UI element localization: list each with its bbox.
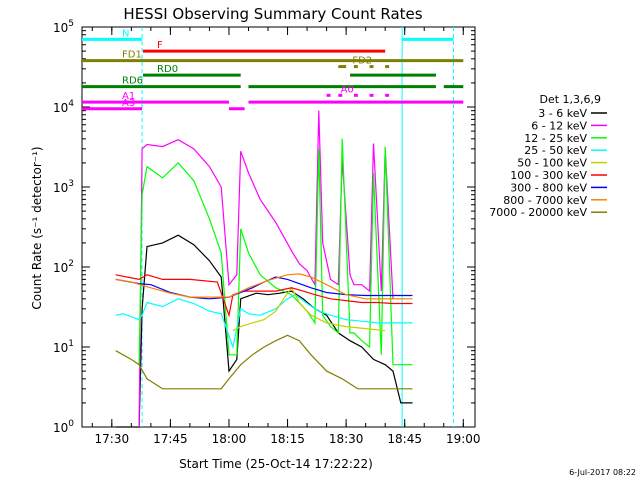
x-tick-label: 18:15: [270, 432, 305, 446]
x-tick-label: 17:30: [95, 432, 130, 446]
flag-bar-label: N: [122, 28, 129, 39]
flag-bar-label: FD2: [352, 56, 372, 67]
series-line: [115, 234, 413, 428]
y-tick-label: 105: [53, 19, 74, 35]
x-tick-label: 18:30: [329, 432, 364, 446]
legend-entry-label: 7000 - 20000 keV: [489, 206, 587, 219]
legend-entry-label: 25 - 50 keV: [524, 144, 587, 157]
y-tick-label: 102: [53, 259, 74, 275]
series-line: [115, 293, 413, 350]
legend-entry-label: 50 - 100 keV: [517, 157, 587, 170]
plot-elements: 17:30 17:45 18:00 18:15 18:30 18:45 19:00 100 10…: [53, 19, 607, 446]
y-tick-label: 104: [53, 99, 74, 115]
x-tick-label: 18:00: [212, 432, 247, 446]
series-line: [138, 110, 394, 428]
flag-bar-label: F: [157, 40, 163, 51]
flag-bar-label: A1: [122, 91, 135, 102]
chart-title: HESSI Observing Summary Count Rates: [123, 5, 422, 23]
footer-date: 6-Jul-2017 08:22: [569, 468, 636, 477]
y-tick-label: 103: [53, 179, 74, 195]
flag-bar-label: A3: [122, 98, 135, 109]
legend-title: Det 1,3,6,9: [539, 93, 601, 106]
legend-entry-label: 800 - 7000 keV: [503, 194, 587, 207]
legend-entry-label: 300 - 800 keV: [510, 181, 587, 194]
legend-entry-label: 12 - 25 keV: [524, 132, 587, 145]
x-axis-label: Start Time (25-Oct-14 17:22:22): [179, 457, 373, 471]
series-line: [115, 274, 413, 318]
x-tick-label: 19:00: [446, 432, 481, 446]
x-tick-label: 17:45: [153, 432, 188, 446]
plot-frame: [81, 26, 476, 428]
legend-entry-label: 100 - 300 keV: [510, 169, 587, 182]
legend-entry-label: 6 - 12 keV: [531, 119, 587, 132]
series-line: [138, 138, 413, 366]
flag-bar-label: A0: [341, 84, 354, 95]
y-axis-label: Count Rate (s⁻¹ detector⁻¹): [30, 146, 44, 309]
legend-entry-label: 3 - 6 keV: [538, 107, 587, 120]
flag-bar-label: RD0: [157, 64, 178, 75]
series-line: [115, 273, 413, 300]
x-tick-label: 18:45: [387, 432, 422, 446]
y-tick-label: 100: [53, 419, 74, 435]
flag-bar-label: RD6: [122, 76, 143, 87]
flag-bar-label: FD1: [122, 50, 142, 61]
y-tick-label: 101: [53, 339, 74, 355]
series-line: [115, 334, 413, 390]
